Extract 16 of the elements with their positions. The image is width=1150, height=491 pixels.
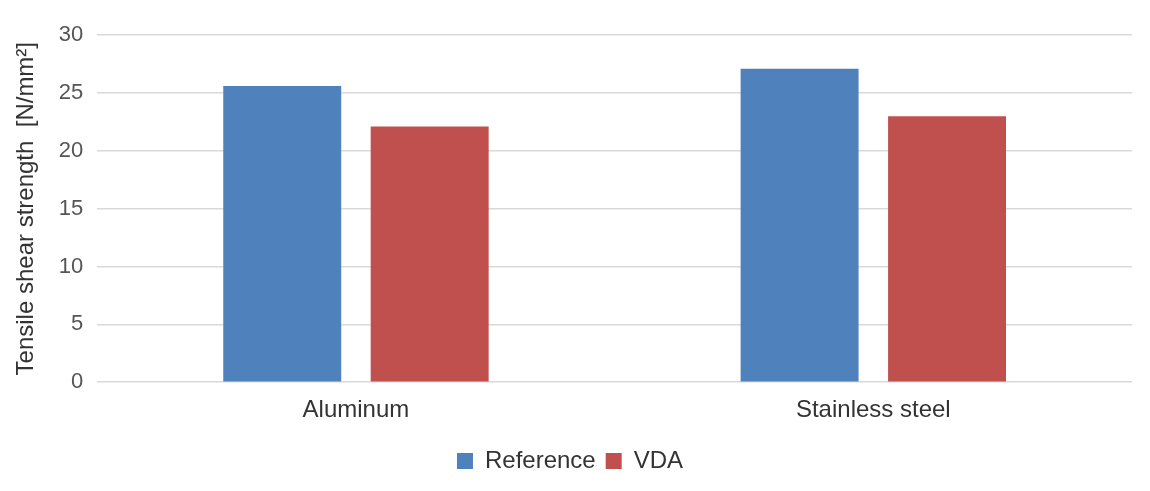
y-tick-label: 0 bbox=[71, 368, 84, 394]
bar bbox=[370, 126, 489, 382]
x-tick-label: Aluminum bbox=[302, 395, 410, 423]
bar bbox=[223, 86, 342, 382]
x-tick-label: Stainless steel bbox=[795, 395, 951, 423]
legend-label: VDA bbox=[633, 445, 684, 473]
y-axis-title: Tensile shear strength [N/mm²] bbox=[11, 41, 39, 376]
y-tick-label: 10 bbox=[58, 252, 84, 278]
y-tick-label: 15 bbox=[58, 194, 84, 220]
y-tick-label: 30 bbox=[58, 21, 84, 47]
legend-label: Reference bbox=[484, 445, 596, 473]
y-tick-label: 5 bbox=[71, 310, 84, 336]
y-tick-label: 25 bbox=[58, 79, 84, 105]
y-tick-label: 20 bbox=[58, 136, 84, 162]
bar bbox=[740, 68, 859, 382]
bar bbox=[888, 116, 1007, 382]
